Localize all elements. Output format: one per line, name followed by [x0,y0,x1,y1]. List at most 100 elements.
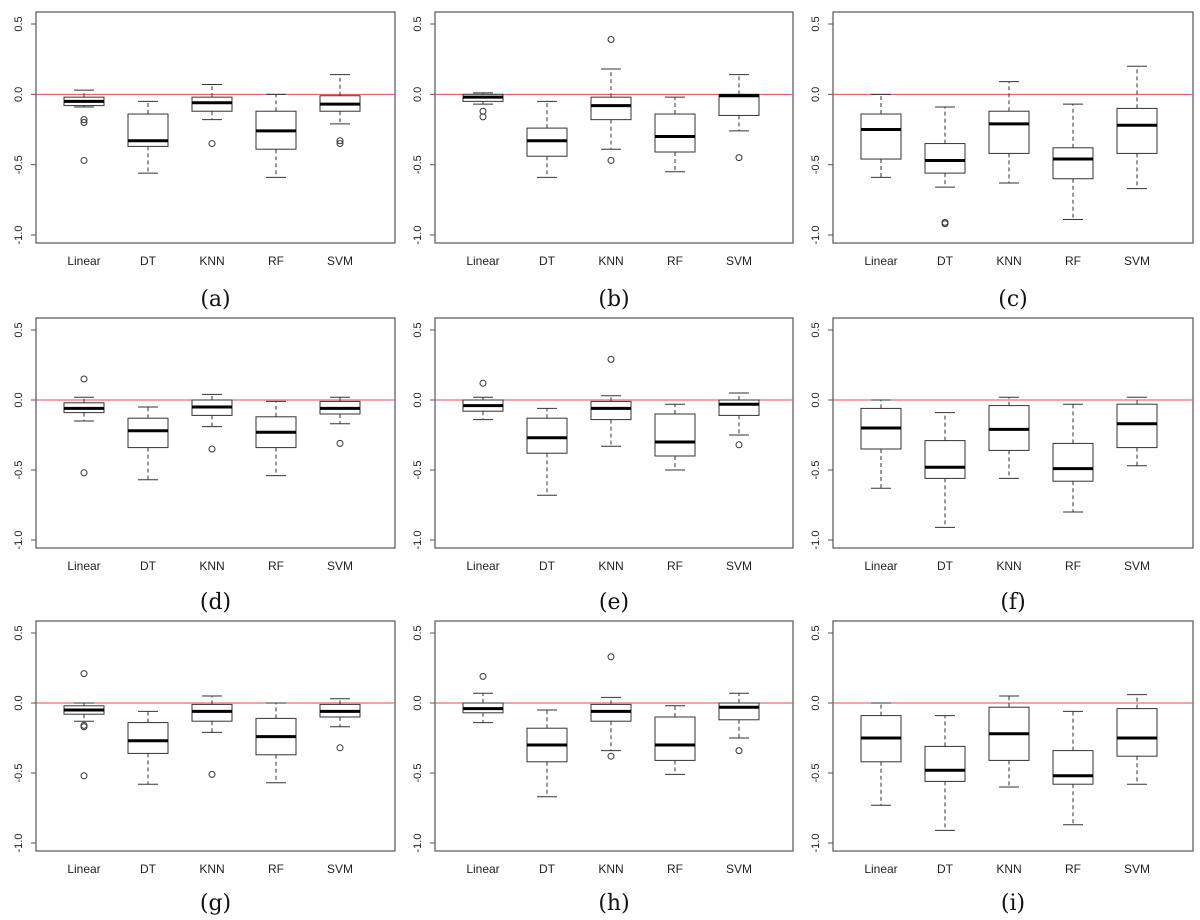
y-tick-label: 0.5 [13,322,25,337]
x-category-label: Linear [864,559,897,573]
y-tick-label: 0.0 [412,392,424,407]
y-tick-label: 0.0 [13,87,25,102]
y-tick-label: -1.0 [412,226,424,245]
box-rf [654,403,696,471]
box-rf [654,96,696,173]
box-rf [255,400,297,477]
x-category-label: RF [268,254,284,268]
panel-d: 0.5 0.0 -0.5 -1.0 Linear DT KNN RF SVM (d) [13,317,396,615]
x-category-label: KNN [996,559,1021,573]
box-dt [924,106,966,228]
x-category-label: RF [1065,862,1081,876]
iqr-box [924,745,966,782]
iqr-box [924,143,966,174]
y-tick-label: -1.0 [412,834,424,853]
y-tick-label: -0.5 [810,461,822,480]
x-category-label: KNN [598,559,623,573]
outlier-point [80,670,88,678]
y-tick-label: 0.0 [810,392,822,407]
box-dt [924,412,966,528]
panel-a: 0.5 0.0 -0.5 -1.0 Linear DT KNN RF SVM (a) [13,11,396,312]
iqr-box [654,413,696,457]
outlier-point [80,116,88,124]
outlier-point [208,445,216,453]
x-category-label: DT [539,559,556,573]
plot-frame [832,11,1194,244]
x-category-label: Linear [864,862,897,876]
box-knn [590,653,632,760]
box-rf [1052,710,1094,826]
iqr-box [1052,147,1094,180]
x-category-label: KNN [199,254,224,268]
panel-c: 0.5 0.0 -0.5 -1.0 Linear DT KNN RF SVM (c) [810,11,1194,312]
box-rf [1052,103,1094,221]
box-knn [191,695,233,778]
iqr-box [924,440,966,479]
outlier-point [336,744,344,752]
outlier-point [607,355,615,363]
iqr-box [1052,442,1094,482]
outlier-point [735,747,743,755]
y-tick-label: 0.0 [810,87,822,102]
x-category-label: RF [268,862,284,876]
plot-frame [434,620,794,852]
panel-h: 0.5 0.0 -0.5 -1.0 Linear DT KNN RF SVM (h) [412,620,794,916]
x-category-label: DT [539,862,556,876]
x-category-label: SVM [726,559,752,573]
outlier-point [479,379,487,387]
outlier-point [208,140,216,148]
box-linear [462,379,504,421]
box-svm [1116,694,1158,785]
y-tick-label: -1.0 [13,226,25,245]
x-category-label: SVM [726,254,752,268]
y-tick-label: -0.5 [13,155,25,174]
y-tick-label: 0.5 [412,625,424,640]
outlier-point [735,441,743,449]
y-tick-label: 0.5 [13,16,25,31]
iqr-box [988,110,1030,154]
box-knn [988,81,1030,184]
box-linear [63,375,105,477]
outlier-point [479,113,487,121]
box-knn [191,393,233,453]
y-tick-label: -0.5 [13,461,25,480]
box-rf [255,702,297,784]
box-rf [255,93,297,178]
x-category-label: RF [1065,559,1081,573]
x-category-label: DT [937,254,954,268]
panel-e: 0.5 0.0 -0.5 -1.0 Linear DT KNN RF SVM (e) [412,317,794,615]
box-knn [191,83,233,148]
panel-label: (c) [998,287,1028,312]
iqr-box [718,702,760,721]
box-knn [988,695,1030,788]
y-tick-label: 0.5 [412,16,424,31]
iqr-box [718,399,760,416]
outlier-point [941,220,949,228]
panel-label: (g) [200,891,231,916]
box-svm [319,698,361,752]
y-tick-label: 0.5 [810,16,822,31]
box-dt [127,406,169,481]
iqr-box [590,96,632,121]
outlier-point [479,672,487,680]
y-tick-label: 0.0 [412,695,424,710]
y-tick-label: -1.0 [13,834,25,853]
box-svm [718,392,760,449]
box-svm [1116,396,1158,467]
y-tick-label: -1.0 [412,531,424,550]
panel-i: 0.5 0.0 -0.5 -1.0 Linear DT KNN RF SVM (i) [810,620,1194,916]
box-dt [127,710,169,785]
outlier-point [336,140,344,148]
iqr-box [654,716,696,761]
y-tick-label: 0.0 [13,695,25,710]
outlier-point [80,772,88,780]
x-category-label: SVM [1124,862,1150,876]
plot-frame [434,317,794,549]
box-dt [526,709,568,798]
outlier-point [607,653,615,661]
y-tick-label: 0.5 [13,625,25,640]
iqr-box [526,417,568,454]
plot-frame [35,11,396,244]
panel-label: (e) [599,590,629,615]
y-tick-label: -0.5 [13,764,25,783]
